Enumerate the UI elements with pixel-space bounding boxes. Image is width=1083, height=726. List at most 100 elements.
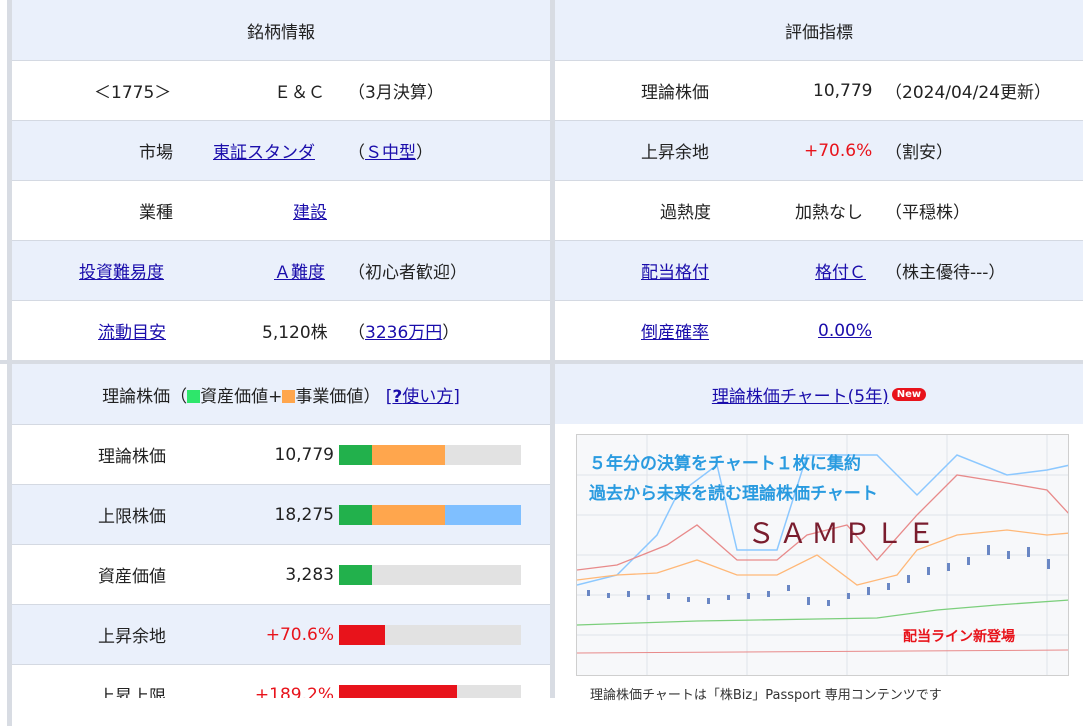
center-divider-bottom — [550, 364, 555, 726]
candle — [947, 563, 950, 571]
upper-price-line — [577, 454, 1068, 586]
candle — [907, 575, 910, 583]
industry-row: 業種 建設 — [12, 180, 550, 240]
candlesticks — [587, 545, 1050, 606]
candle — [707, 598, 710, 604]
help-link-wrap: [?使い方] — [386, 387, 460, 407]
liquidity-amount-link[interactable]: 3236万円 — [365, 323, 443, 343]
new-badge: New — [891, 387, 927, 401]
sample-line-2: 過去から未来を読む理論株価チャート — [589, 483, 878, 504]
theory-bar-label: 理論株価 — [98, 447, 166, 467]
theory-chart-title: 理論株価チャート(5年) — [711, 386, 889, 407]
theory-chart-link[interactable]: 理論株価チャート(5年) — [712, 382, 889, 407]
market-size-close: ） — [416, 143, 433, 163]
candle — [687, 597, 690, 602]
bar-segment-business — [371, 444, 445, 465]
candle — [967, 557, 970, 565]
difficulty-label-link[interactable]: 投資難易度 — [79, 263, 164, 283]
theory-bar — [339, 624, 521, 645]
market-size-wrap: （Ｓ中型） — [348, 138, 433, 163]
dividend-note: （株主優待---） — [885, 263, 1006, 283]
help-link[interactable]: ?使い方 — [392, 387, 453, 407]
theory-bar — [339, 444, 521, 465]
theory-bar-value: 10,779 — [274, 444, 334, 465]
dividend-line-note: 配当ライン新登場 — [903, 628, 1015, 645]
candle — [647, 595, 650, 600]
candle — [587, 590, 590, 596]
theory-bar-label: 資産価値 — [98, 567, 166, 587]
market-row: 市場 東証スタンダ （Ｓ中型） — [12, 120, 550, 180]
candle — [627, 591, 630, 597]
difficulty-row: 投資難易度 Ａ難度 （初心者歓迎） — [12, 240, 550, 300]
theory-bar-value: +70.6% — [265, 624, 334, 645]
heat-label: 過熱度 — [660, 203, 711, 223]
candle — [767, 591, 770, 597]
candle — [807, 597, 810, 605]
theory-breakdown-title: 理論株価（ 資産価値+ 事業価値） [?使い方] — [102, 382, 460, 407]
liquidity-amount-close: ） — [442, 323, 460, 343]
industry-link[interactable]: 建設 — [293, 203, 327, 223]
sample-chart-image[interactable]: ５年分の決算をチャート１枚に集約 過去から未来を読む理論株価チャート ＳＡＭＰＬ… — [576, 434, 1069, 676]
evaluation-title: 評価指標 — [785, 22, 853, 43]
upside-row: 上昇余地 +70.6% （割安） — [555, 120, 1083, 180]
dividend-label-link[interactable]: 配当格付 — [641, 263, 709, 283]
candle — [607, 593, 610, 598]
theory-bar-label: 上昇余地 — [98, 627, 166, 647]
asset-legend-swatch — [187, 389, 201, 403]
help-bracket-close: ] — [453, 386, 460, 407]
business-legend-label: 事業価値） — [295, 386, 381, 407]
dividend-line — [577, 649, 1068, 654]
liquidity-amount-wrap: （3236万円） — [348, 318, 459, 343]
candle — [1027, 547, 1030, 557]
theory-bar-row: 資産価値 3,283 — [12, 544, 550, 604]
theory-bar-value: 18,275 — [274, 504, 334, 525]
brand-code-row: ＜1775＞ Ｅ＆Ｃ （3月決算） — [12, 60, 550, 120]
candle — [867, 587, 870, 595]
middle-divider — [0, 360, 1083, 364]
chart-footer-note: 理論株価チャートは「株Biz」Passport 専用コンテンツです — [590, 688, 942, 703]
evaluation-panel: 評価指標 理論株価 10,779 （2024/04/24更新） 上昇余地 +70… — [555, 0, 1083, 360]
bankruptcy-row: 倒産確率 0.00% — [555, 300, 1083, 360]
company-name: Ｅ＆Ｃ — [274, 83, 325, 103]
candle — [827, 600, 830, 606]
brand-info-title: 銘柄情報 — [247, 22, 315, 43]
bar-segment-asset — [339, 504, 372, 525]
market-size-link[interactable]: Ｓ中型 — [365, 143, 416, 163]
liquidity-value: 5,120株 — [262, 323, 328, 343]
theory-price-row: 理論株価 10,779 （2024/04/24更新） — [555, 60, 1083, 120]
industry-label: 業種 — [139, 203, 173, 223]
theory-breakdown-panel: 理論株価（ 資産価値+ 事業価値） [?使い方] 理論株価 10,779 上限株価 18,… — [12, 364, 550, 726]
difficulty-value-link[interactable]: Ａ難度 — [274, 263, 325, 283]
help-question: ? — [392, 386, 403, 407]
theory-bar-value: 3,283 — [285, 564, 334, 585]
bar-segment-asset — [339, 444, 372, 465]
dividend-value-link[interactable]: 格付Ｃ — [815, 263, 866, 283]
theory-price-updated: （2024/04/24更新） — [885, 83, 1051, 103]
heat-value: 加熱なし — [795, 203, 863, 223]
bankruptcy-value-link[interactable]: 0.00% — [818, 320, 873, 341]
candle — [1047, 559, 1050, 569]
candle — [787, 585, 790, 591]
theory-bar-row: 理論株価 10,779 — [12, 424, 550, 484]
asset-value-line — [577, 599, 1068, 626]
candle — [887, 583, 890, 590]
candle — [847, 593, 850, 599]
footer-overlay — [97, 698, 1007, 726]
candle — [987, 545, 990, 555]
dividend-row: 配当格付 格付Ｃ （株主優待---） — [555, 240, 1083, 300]
upside-label: 上昇余地 — [641, 143, 709, 163]
bankruptcy-label-link[interactable]: 倒産確率 — [641, 323, 709, 343]
asset-legend-label: 資産価値+ — [200, 386, 283, 407]
brand-info-header: 銘柄情報 — [12, 0, 550, 60]
candle — [1007, 551, 1010, 559]
theory-bar-label: 上限株価 — [98, 507, 166, 527]
business-legend-swatch — [282, 389, 296, 403]
stock-code: ＜1775＞ — [94, 83, 172, 103]
brand-info-panel: 銘柄情報 ＜1775＞ Ｅ＆Ｃ （3月決算） 市場 東証スタンダ （Ｓ中型） 業… — [12, 0, 550, 360]
market-label: 市場 — [139, 143, 173, 163]
liquidity-amount-open: （ — [348, 323, 365, 343]
liquidity-label-link[interactable]: 流動目安 — [98, 323, 166, 343]
market-link[interactable]: 東証スタンダ — [213, 143, 315, 163]
help-link-label: 使い方 — [402, 386, 454, 407]
theory-bar — [339, 504, 521, 525]
